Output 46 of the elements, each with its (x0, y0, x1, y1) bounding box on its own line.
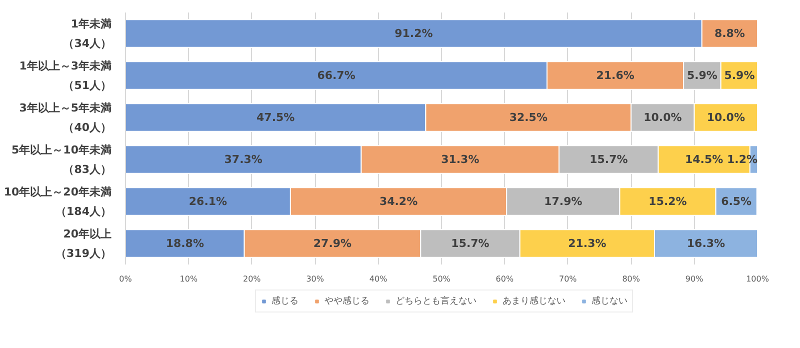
data-label: 15.7% (590, 153, 628, 166)
y-tick-label: 5年以上～10年未満（83人） (12, 143, 112, 176)
data-label: 18.8% (166, 237, 204, 250)
data-label: 32.5% (509, 111, 548, 124)
x-tick-label: 20% (243, 274, 262, 284)
data-label: 37.3% (224, 153, 262, 166)
data-label: 66.7% (317, 69, 356, 82)
x-tick-label: 90% (685, 274, 704, 284)
legend-label: 感じる (272, 295, 298, 308)
data-label: 27.9% (313, 237, 352, 250)
legend-label: どちらとも言えない (396, 295, 476, 308)
data-label: 26.1% (188, 195, 228, 208)
x-tick-label: 50% (432, 274, 451, 284)
data-label: 14.5% (685, 153, 724, 166)
y-tick-label: 10年以上～20年未満（184人） (4, 185, 112, 218)
x-tick-label: 100% (746, 274, 770, 284)
data-label: 47.5% (256, 111, 295, 124)
x-tick-label: 0% (119, 274, 132, 284)
data-label: 21.6% (596, 69, 634, 82)
y-tick-label: 1年以上～3年未満（51人） (19, 59, 112, 92)
data-label: 91.2% (394, 27, 433, 40)
x-tick-label: 60% (496, 274, 514, 284)
x-tick-label: 40% (369, 274, 388, 284)
y-tick-label: 20年以上（319人） (56, 227, 112, 260)
y-tick-label: 3年以上～5年未満（40人） (19, 101, 112, 134)
data-label: 5.9% (686, 69, 718, 82)
x-tick-label: 30% (306, 274, 324, 284)
x-tick-label: 70% (559, 274, 578, 284)
data-label: 21.3% (568, 237, 606, 250)
data-label: 16.3% (686, 237, 726, 250)
legend-label: あまり感じない (502, 295, 566, 308)
y-tick-label: 1年未満（34人） (63, 17, 112, 50)
data-label: 34.2% (379, 195, 418, 208)
data-label: 8.8% (714, 27, 745, 40)
data-label: 10.0% (706, 111, 745, 124)
data-label: 5.9% (724, 69, 755, 82)
data-label: 6.5% (721, 195, 752, 208)
data-label: 15.2% (648, 195, 687, 208)
x-tick-label: 80% (622, 274, 640, 284)
data-label: 31.3% (441, 153, 480, 166)
legend-label: 感じない (592, 295, 628, 308)
x-tick-label: 10% (180, 274, 198, 284)
data-label: 15.7% (451, 237, 490, 250)
data-label: 10.0% (644, 111, 682, 124)
data-label: 17.9% (544, 195, 582, 208)
legend-label: やや感じる (324, 295, 370, 308)
